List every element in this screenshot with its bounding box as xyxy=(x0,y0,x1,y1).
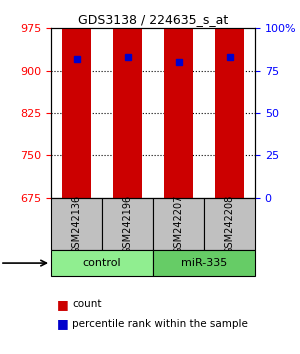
Text: GSM242207: GSM242207 xyxy=(173,194,184,253)
FancyBboxPatch shape xyxy=(51,198,102,250)
Text: ■: ■ xyxy=(57,298,69,311)
Text: miR-335: miR-335 xyxy=(181,258,227,268)
Text: percentile rank within the sample: percentile rank within the sample xyxy=(72,319,248,329)
FancyBboxPatch shape xyxy=(204,198,255,250)
Bar xyxy=(113,0,142,198)
Text: count: count xyxy=(72,299,101,309)
Text: ■: ■ xyxy=(57,318,69,330)
Bar xyxy=(215,0,244,198)
Text: GSM242196: GSM242196 xyxy=(122,194,133,253)
FancyBboxPatch shape xyxy=(102,198,153,250)
FancyBboxPatch shape xyxy=(153,250,255,276)
Bar xyxy=(62,0,91,198)
FancyBboxPatch shape xyxy=(153,198,204,250)
Text: GSM242208: GSM242208 xyxy=(224,194,235,253)
Bar xyxy=(164,0,193,198)
Title: GDS3138 / 224635_s_at: GDS3138 / 224635_s_at xyxy=(78,13,228,26)
Text: GSM242136: GSM242136 xyxy=(71,194,82,253)
FancyBboxPatch shape xyxy=(51,250,153,276)
Text: control: control xyxy=(83,258,121,268)
